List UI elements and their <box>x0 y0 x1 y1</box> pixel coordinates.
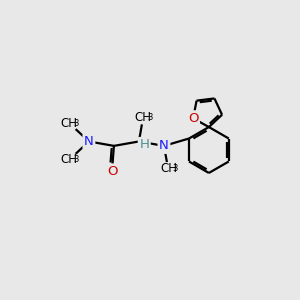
Text: H: H <box>139 139 149 152</box>
Text: N: N <box>84 135 94 148</box>
Text: O: O <box>188 112 198 125</box>
Text: CH: CH <box>160 162 177 175</box>
Text: CH: CH <box>135 111 152 124</box>
Text: CH: CH <box>61 153 78 166</box>
Text: 3: 3 <box>73 119 79 128</box>
Text: N: N <box>159 140 169 152</box>
Text: 3: 3 <box>172 164 178 173</box>
Text: CH: CH <box>61 117 78 130</box>
Text: 3: 3 <box>73 154 79 164</box>
Text: 3: 3 <box>147 113 153 122</box>
Text: O: O <box>107 165 118 178</box>
